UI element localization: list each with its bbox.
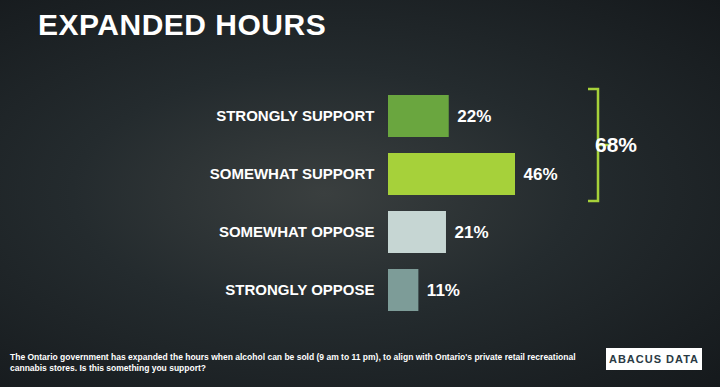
- svg-text:21%: 21%: [454, 223, 488, 242]
- svg-text:68%: 68%: [595, 133, 637, 156]
- svg-text:11%: 11%: [427, 281, 460, 300]
- html-text:The Ontario government has exp: The Ontario government has expanded the …: [10, 352, 576, 373]
- svg-text:SOMEWHAT SUPPORT: SOMEWHAT SUPPORT: [210, 165, 375, 182]
- svg-text:STRONGLY SUPPORT: STRONGLY SUPPORT: [216, 107, 374, 124]
- svg-text:STRONGLY OPPOSE: STRONGLY OPPOSE: [225, 281, 374, 298]
- svg-text:SOMEWHAT OPPOSE: SOMEWHAT OPPOSE: [219, 223, 375, 240]
- svg-text:22%: 22%: [457, 107, 491, 126]
- html-text:ABACUS DATA: ABACUS DATA: [609, 353, 699, 365]
- svg-text:46%: 46%: [524, 165, 558, 184]
- html-text:EXPANDED HOURS: EXPANDED HOURS: [38, 8, 327, 41]
